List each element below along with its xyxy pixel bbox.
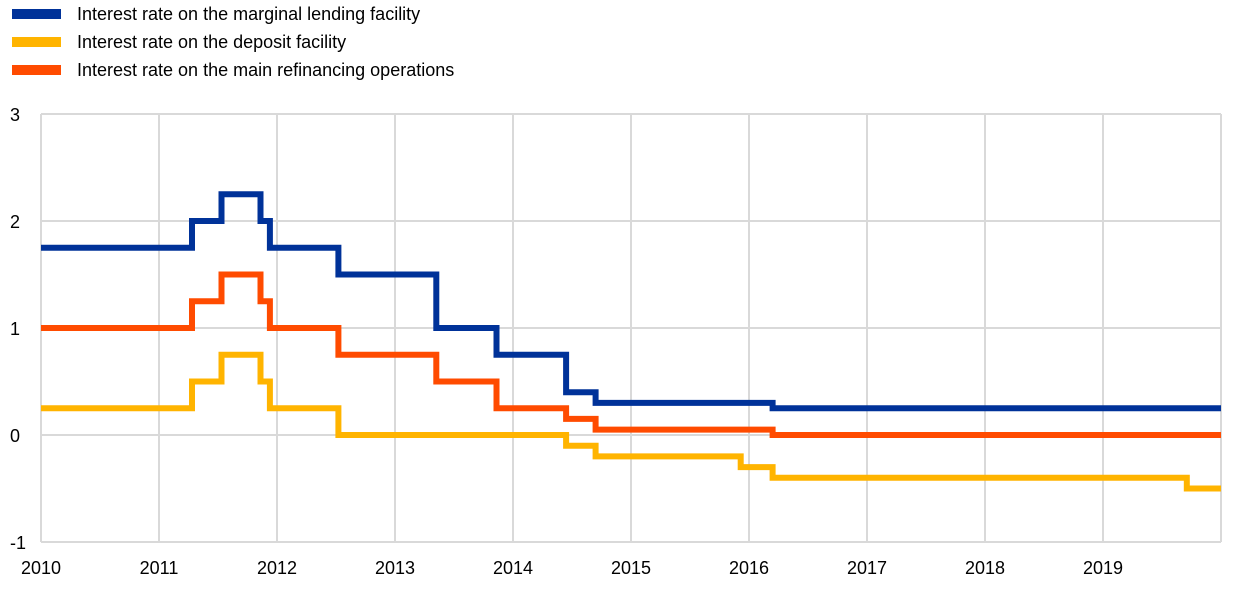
series-line-0 xyxy=(41,191,1221,412)
y-tick-label: 1 xyxy=(10,319,20,339)
axis-tick-labels: -1 0 1 2 3 2010 2011 2012 2013 2014 2015 2016 2017 20… xyxy=(10,105,1123,578)
y-tick-label: 3 xyxy=(10,105,20,125)
legend-swatch xyxy=(12,65,61,75)
x-tick-label: 2011 xyxy=(140,558,179,578)
x-tick-label: 2017 xyxy=(847,558,887,578)
y-tick-label: 2 xyxy=(10,212,20,232)
gridlines xyxy=(40,113,1222,543)
x-tick-label: 2018 xyxy=(965,558,1005,578)
x-tick-label: 2019 xyxy=(1083,558,1123,578)
legend-swatch xyxy=(12,37,61,47)
series-line-1 xyxy=(41,351,1221,492)
x-tick-label: 2012 xyxy=(257,558,297,578)
x-tick-label: 2013 xyxy=(375,558,415,578)
x-tick-label: 2014 xyxy=(493,558,533,578)
legend-swatch xyxy=(12,9,61,19)
legend: Interest rate on the marginal lending fa… xyxy=(12,4,454,80)
legend-label: Interest rate on the main refinancing op… xyxy=(77,60,454,80)
y-tick-label: -1 xyxy=(10,533,26,553)
x-tick-label: 2015 xyxy=(611,558,651,578)
x-tick-label: 2010 xyxy=(21,558,61,578)
x-tick-label: 2016 xyxy=(729,558,769,578)
series-lines xyxy=(41,191,1221,492)
y-tick-label: 0 xyxy=(10,426,20,446)
legend-label: Interest rate on the deposit facility xyxy=(77,32,346,52)
series-line-2 xyxy=(41,271,1221,438)
legend-label: Interest rate on the marginal lending fa… xyxy=(77,4,420,24)
